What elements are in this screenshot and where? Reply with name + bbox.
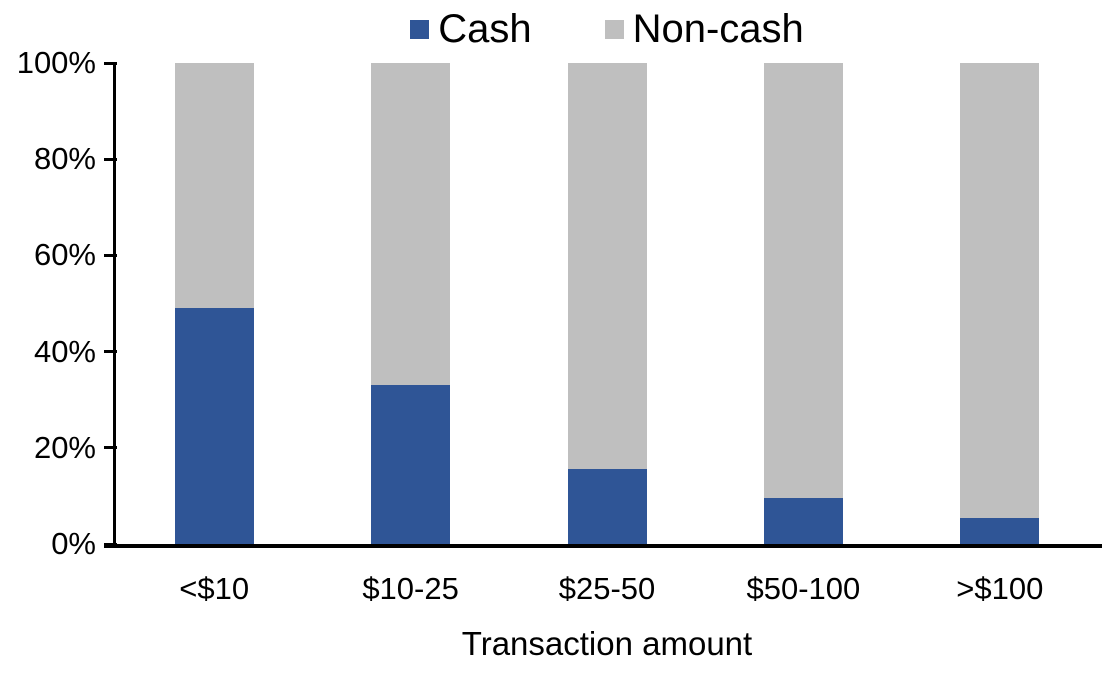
x-tick-label: $50-100 (746, 571, 861, 606)
non-cash-legend-swatch-icon (604, 19, 624, 39)
y-tick-label: 100% (16, 45, 96, 80)
legend-item-cash: Cash (410, 7, 532, 51)
y-tick-label: 80% (33, 141, 96, 177)
y-tick-label: 20% (33, 429, 96, 465)
bar-segment-non-cash (763, 63, 843, 499)
bar-segment-cash (174, 308, 254, 544)
y-tick-label: 60% (33, 237, 96, 273)
bar-segment-non-cash (567, 63, 647, 470)
bar-segment-cash (763, 498, 843, 544)
bar-group-4 (763, 63, 843, 544)
y-tick (104, 157, 117, 161)
bar-group-5 (960, 63, 1040, 544)
x-tick-label: <$10 (179, 571, 250, 606)
bar-segment-cash (960, 517, 1040, 544)
bar-segment-cash (371, 385, 451, 544)
bar-group-3 (567, 63, 647, 544)
cash-legend-swatch-icon (410, 19, 430, 39)
legend-label-cash: Cash (438, 7, 532, 51)
plot-area (116, 63, 1098, 544)
x-axis-line (104, 544, 1102, 548)
legend-item-non-cash: Non-cash (604, 7, 804, 51)
x-tick-label: $25-50 (558, 571, 656, 606)
y-tick (104, 446, 117, 450)
y-tick-label: 40% (33, 333, 96, 369)
legend-label-non-cash: Non-cash (632, 7, 804, 51)
y-tick (104, 61, 117, 65)
x-tick-label: >$100 (956, 571, 1044, 606)
bar-group-1 (174, 63, 254, 544)
x-tick-label: $10-25 (362, 571, 459, 606)
bar-group-2 (371, 63, 451, 544)
bar-segment-non-cash (371, 63, 451, 386)
bar-segment-non-cash (174, 63, 254, 309)
y-tick (104, 253, 117, 257)
bar-segment-cash (567, 469, 647, 544)
x-axis-title: Transaction amount (461, 625, 753, 662)
y-tick-label: 0% (51, 526, 96, 561)
bar-segment-non-cash (960, 63, 1040, 518)
y-tick (104, 350, 117, 354)
y-axis-line (113, 63, 116, 546)
legend: Cash Non-cash (116, 6, 1098, 52)
